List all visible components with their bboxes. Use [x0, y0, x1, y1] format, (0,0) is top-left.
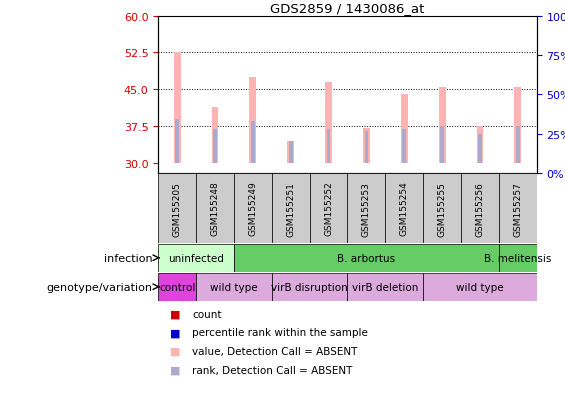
Text: GSM155252: GSM155252 — [324, 181, 333, 236]
Bar — [514, 88, 521, 164]
Bar — [287, 142, 294, 164]
Bar — [478, 134, 482, 164]
Bar — [158, 173, 196, 244]
Bar — [363, 128, 370, 164]
Text: GSM155249: GSM155249 — [249, 181, 257, 236]
Text: GSM155205: GSM155205 — [173, 181, 181, 236]
Bar — [251, 122, 255, 164]
Text: control: control — [159, 282, 195, 292]
Bar — [385, 173, 423, 244]
Title: GDS2859 / 1430086_at: GDS2859 / 1430086_at — [270, 2, 425, 15]
Text: GSM155251: GSM155251 — [286, 181, 295, 236]
Bar — [423, 273, 537, 301]
Text: GSM155248: GSM155248 — [211, 181, 219, 236]
Text: wild type: wild type — [210, 282, 258, 292]
Bar — [440, 127, 444, 164]
Text: GSM155257: GSM155257 — [514, 181, 522, 236]
Text: rank, Detection Call = ABSENT: rank, Detection Call = ABSENT — [192, 365, 353, 375]
Bar — [499, 173, 537, 244]
Text: ■: ■ — [170, 365, 180, 375]
Bar — [249, 78, 257, 164]
Text: GSM155256: GSM155256 — [476, 181, 484, 236]
Text: wild type: wild type — [456, 282, 504, 292]
Bar — [364, 132, 368, 164]
Bar — [158, 244, 234, 272]
Bar — [438, 88, 446, 164]
Bar — [196, 173, 234, 244]
Bar — [516, 127, 520, 164]
Bar — [289, 142, 293, 164]
Bar — [327, 129, 331, 164]
Bar — [423, 173, 461, 244]
Bar — [234, 173, 272, 244]
Text: virB disruption: virB disruption — [271, 282, 348, 292]
Text: ■: ■ — [170, 346, 180, 356]
Bar — [476, 127, 484, 164]
Bar — [402, 129, 406, 164]
Bar — [213, 129, 217, 164]
Text: count: count — [192, 309, 221, 319]
Text: ■: ■ — [170, 328, 180, 337]
Text: B. melitensis: B. melitensis — [484, 253, 551, 263]
Text: ■: ■ — [170, 309, 180, 319]
Bar — [158, 273, 196, 301]
Text: percentile rank within the sample: percentile rank within the sample — [192, 328, 368, 337]
Bar — [499, 244, 537, 272]
Text: genotype/variation: genotype/variation — [46, 282, 153, 292]
Bar — [272, 173, 310, 244]
Bar — [173, 53, 181, 164]
Bar — [325, 83, 332, 164]
Bar — [347, 173, 385, 244]
Text: GSM155255: GSM155255 — [438, 181, 446, 236]
Bar — [310, 173, 347, 244]
Bar — [401, 95, 408, 164]
Text: infection: infection — [104, 253, 153, 263]
Bar — [196, 273, 272, 301]
Bar — [461, 173, 499, 244]
Bar — [234, 244, 499, 272]
Bar — [211, 107, 219, 164]
Text: value, Detection Call = ABSENT: value, Detection Call = ABSENT — [192, 346, 358, 356]
Text: B. arbortus: B. arbortus — [337, 253, 396, 263]
Bar — [175, 119, 179, 164]
Bar — [272, 273, 347, 301]
Text: GSM155254: GSM155254 — [400, 181, 408, 236]
Text: GSM155253: GSM155253 — [362, 181, 371, 236]
Text: uninfected: uninfected — [168, 253, 224, 263]
Text: virB deletion: virB deletion — [352, 282, 419, 292]
Bar — [347, 273, 423, 301]
